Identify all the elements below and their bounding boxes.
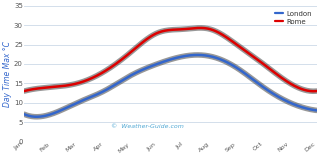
London xyxy=(58,110,62,112)
Rome xyxy=(236,44,239,46)
London xyxy=(22,113,26,115)
Y-axis label: Day Time Max °C: Day Time Max °C xyxy=(4,41,12,107)
London xyxy=(35,116,39,118)
Rome xyxy=(312,90,316,92)
Rome xyxy=(207,28,211,30)
London xyxy=(236,68,240,70)
Rome xyxy=(117,60,121,62)
Rome xyxy=(234,43,238,45)
Legend: London, Rome: London, Rome xyxy=(274,9,313,26)
Rome xyxy=(58,85,61,87)
Rome xyxy=(315,90,318,92)
London xyxy=(235,67,239,69)
London xyxy=(315,109,318,111)
Rome xyxy=(198,27,202,29)
Line: Rome: Rome xyxy=(24,28,316,91)
Line: London: London xyxy=(24,55,316,117)
Text: ©  Weather-Guide.com: © Weather-Guide.com xyxy=(111,124,183,129)
London xyxy=(208,55,212,57)
Rome xyxy=(138,43,142,45)
Rome xyxy=(22,90,26,92)
London xyxy=(118,81,122,83)
London xyxy=(139,70,143,71)
London xyxy=(196,54,200,56)
